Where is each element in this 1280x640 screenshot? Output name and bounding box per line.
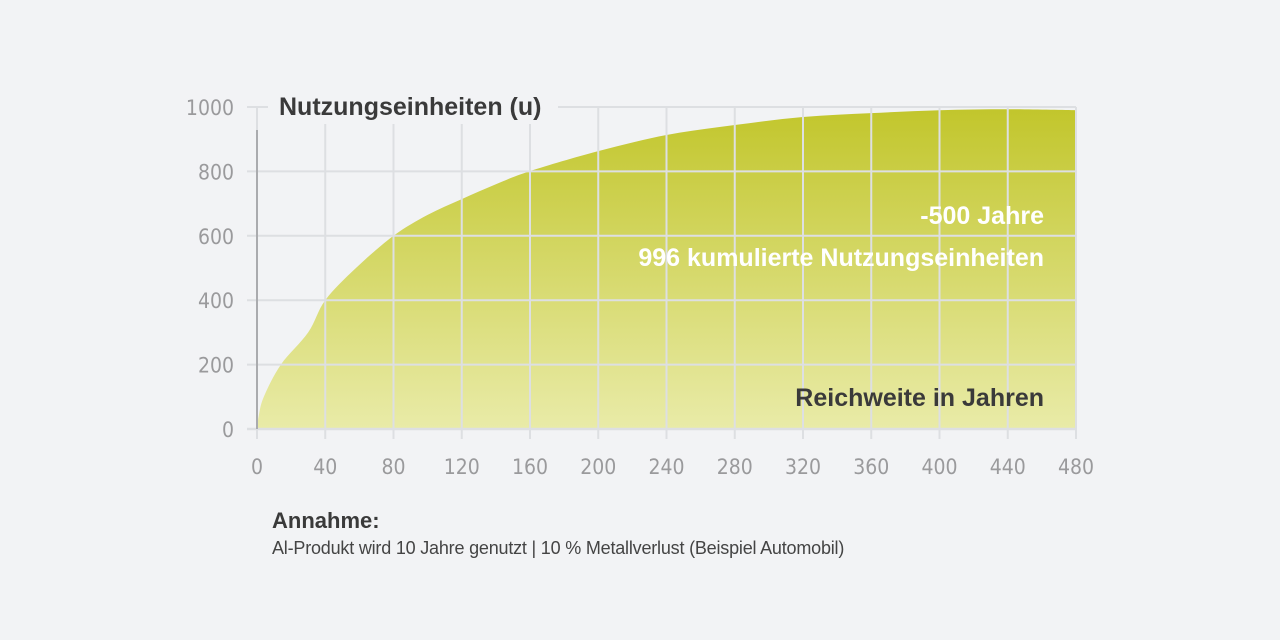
y-tick-label: 800 <box>198 160 234 184</box>
x-tick-label: 0 <box>251 455 263 479</box>
assumption-text: Al-Produkt wird 10 Jahre genutzt | 10 % … <box>272 538 845 558</box>
y-tick-label: 0 <box>222 418 234 442</box>
y-tick-label: 1000 <box>186 96 234 120</box>
chart-title: Nutzungseinheiten (u) <box>279 93 541 121</box>
x-tick-label: 80 <box>381 455 405 479</box>
x-tick-label: 120 <box>444 455 480 479</box>
x-tick-label: 160 <box>512 455 548 479</box>
y-tick-label: 200 <box>198 354 234 378</box>
y-tick-label: 600 <box>198 225 234 249</box>
x-tick-label: 480 <box>1058 455 1094 479</box>
y-axis-ticks: 0 200 400 600 800 1000 <box>186 96 234 442</box>
x-tick-label: 360 <box>853 455 889 479</box>
x-axis-ticks: 0 40 80 120 160 200 240 280 320 360 400 440 480 <box>251 455 1094 479</box>
title-background <box>268 88 558 124</box>
annotation-years: -500 Jahre <box>920 202 1044 230</box>
grid-lines <box>247 106 1077 439</box>
y-tick-label: 400 <box>198 289 234 313</box>
x-tick-label: 440 <box>990 455 1026 479</box>
x-tick-label: 320 <box>785 455 821 479</box>
x-tick-label: 200 <box>580 455 616 479</box>
assumption-title: Annahme: <box>272 508 380 533</box>
annotation-units: 996 kumulierte Nutzungseinheiten <box>638 244 1044 272</box>
assumption-note: Annahme: Al-Produkt wird 10 Jahre genutz… <box>272 508 844 562</box>
x-tick-label: 240 <box>648 455 684 479</box>
x-tick-label: 40 <box>313 455 337 479</box>
x-tick-label: 280 <box>717 455 753 479</box>
x-tick-label: 400 <box>921 455 957 479</box>
x-axis-label: Reichweite in Jahren <box>795 384 1044 412</box>
